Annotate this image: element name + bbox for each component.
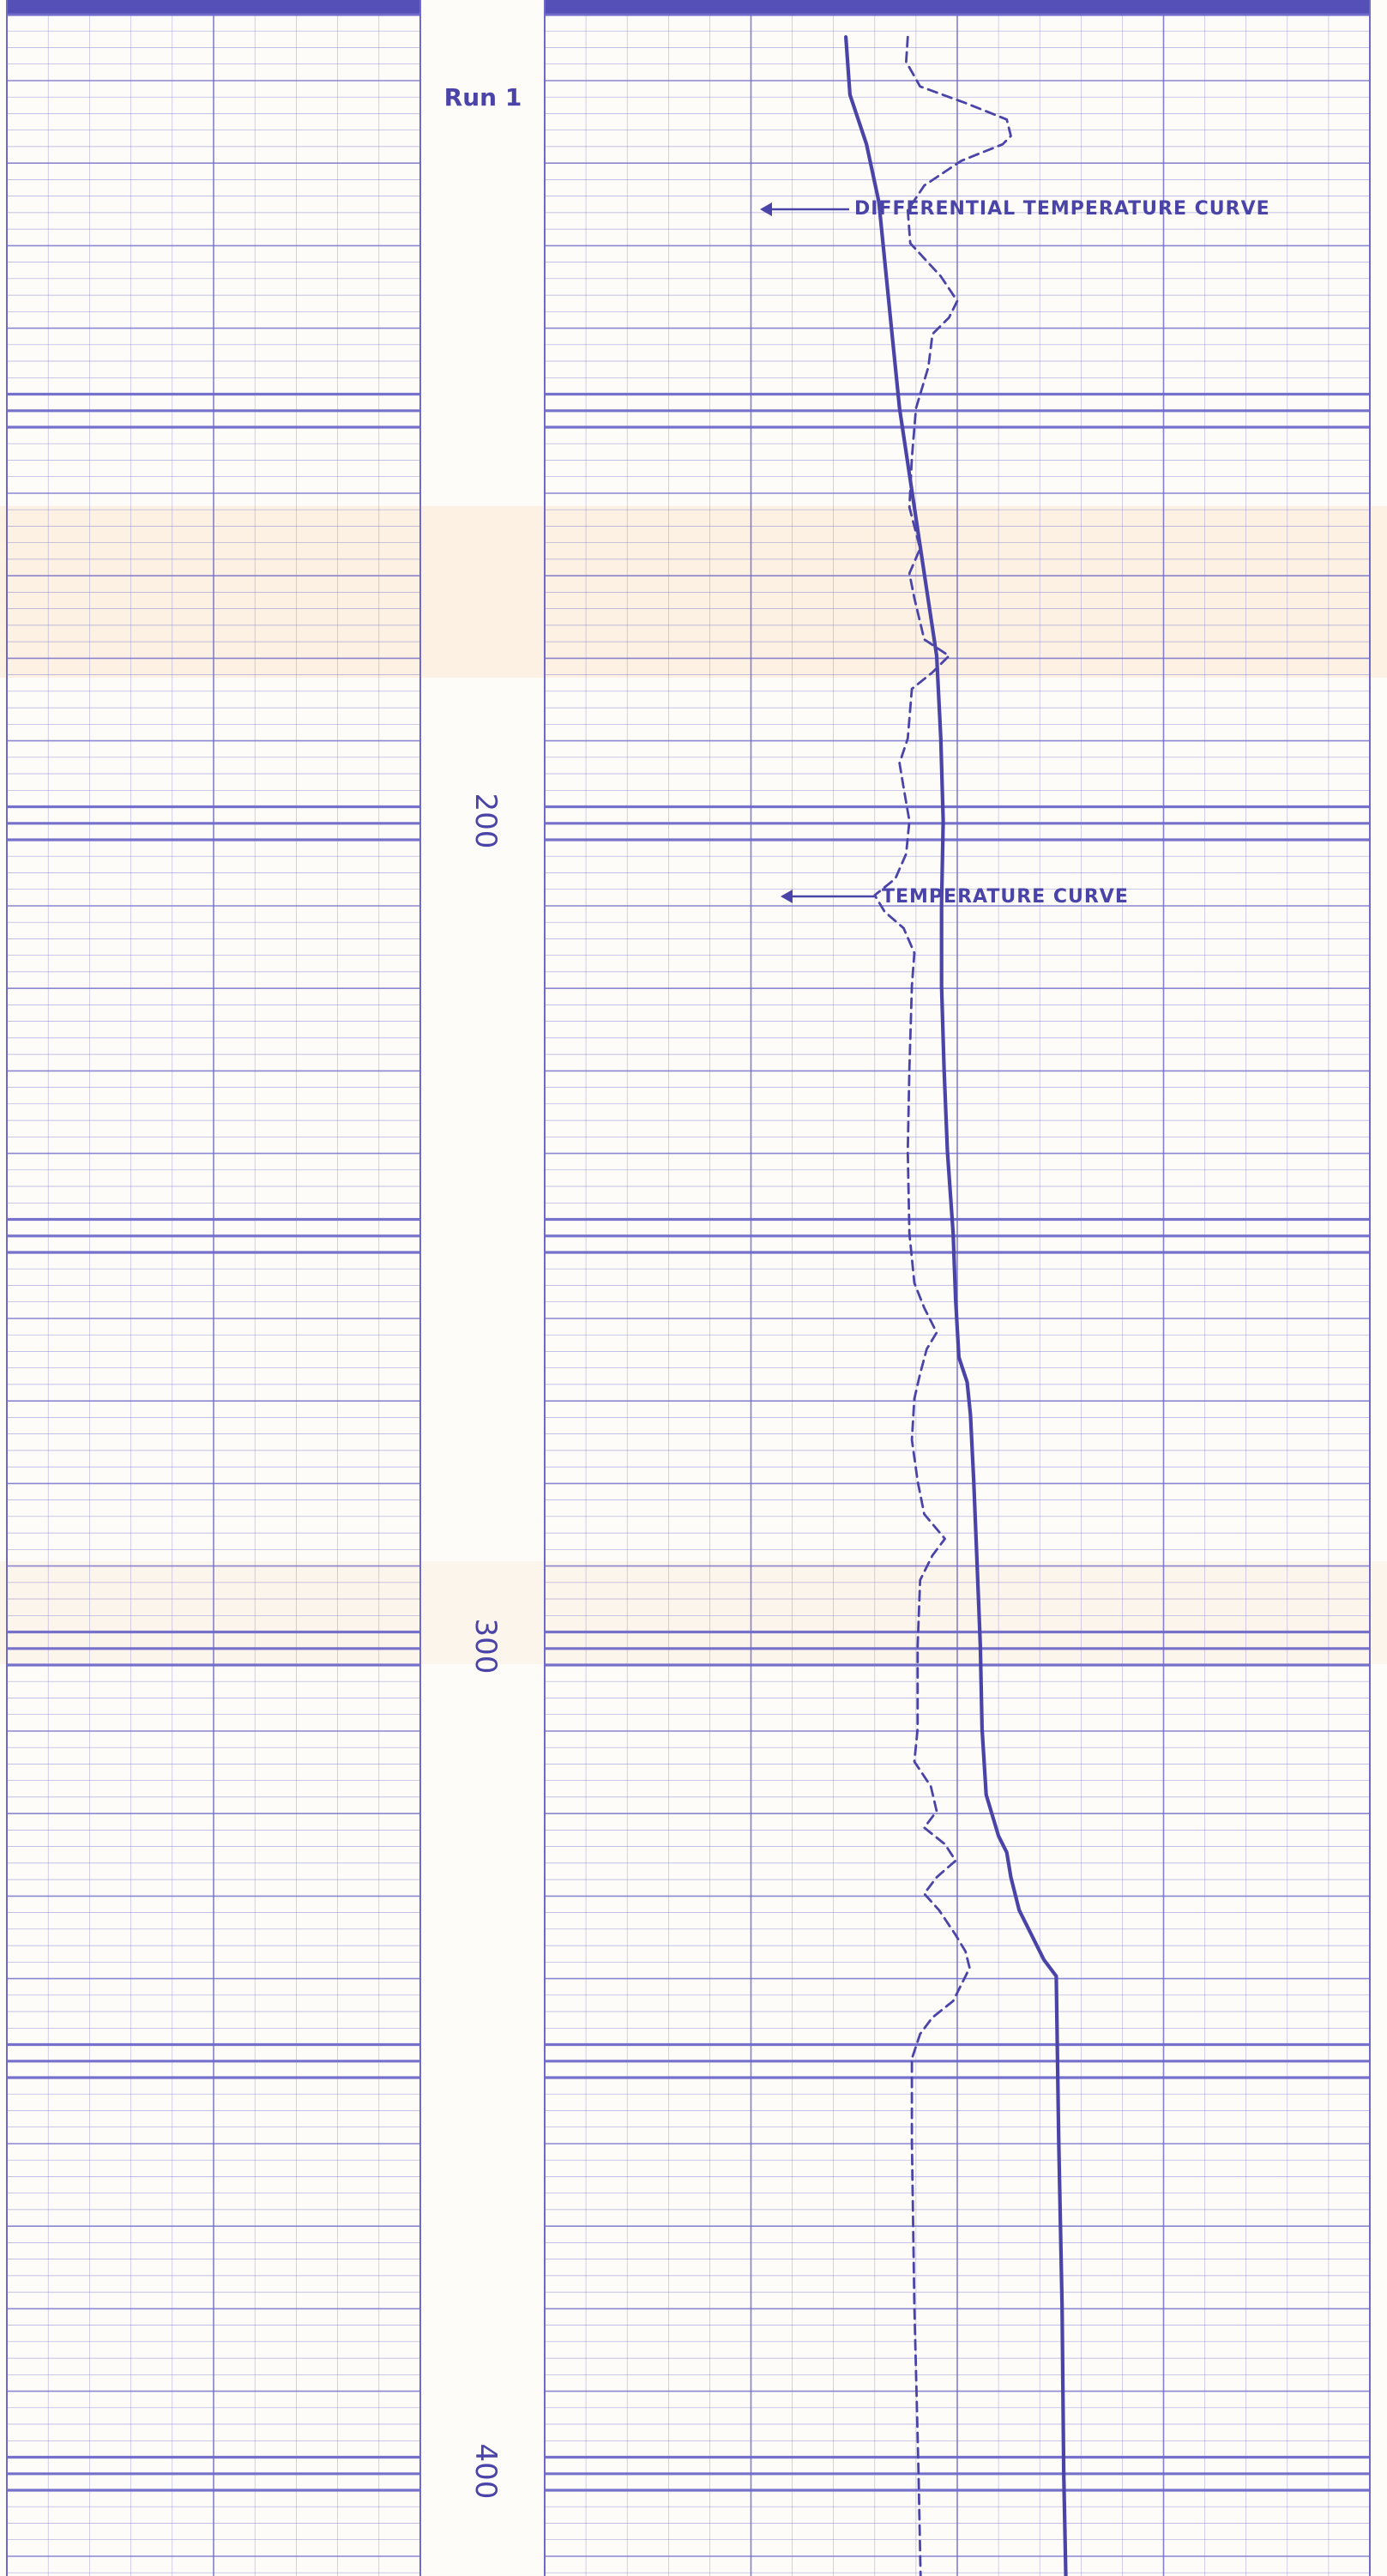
temperature-curve <box>844 35 1068 2576</box>
differential-annotation-text: DIFFERENTIAL TEMPERATURE CURVE <box>854 198 1270 220</box>
depth-tick-label: 200 <box>468 793 503 849</box>
differential-curve-annotation: DIFFERENTIAL TEMPERATURE CURVE <box>760 198 1270 220</box>
main-strip-grid <box>544 0 1371 2576</box>
differential-annotation-arrowhead <box>760 202 772 216</box>
grid-top-bar <box>545 0 1370 15</box>
left-strip-grid <box>6 0 421 2576</box>
depth-tick-label: 400 <box>468 2444 503 2500</box>
paper-stain-band <box>0 506 1387 678</box>
run-label: Run 1 <box>444 83 522 112</box>
differential-curve <box>873 35 1012 2576</box>
temperature-annotation-arrowhead <box>781 890 793 903</box>
paper-stain-band <box>0 1561 1387 1664</box>
grid-top-bar <box>7 0 420 15</box>
curves-layer <box>844 35 1068 2576</box>
depth-tick-label: 300 <box>468 1619 503 1674</box>
temperature-curve-annotation: TEMPERATURE CURVE <box>781 886 1129 908</box>
depth-scale: 200 300 400 <box>468 793 503 2500</box>
temperature-annotation-text: TEMPERATURE CURVE <box>882 886 1129 908</box>
